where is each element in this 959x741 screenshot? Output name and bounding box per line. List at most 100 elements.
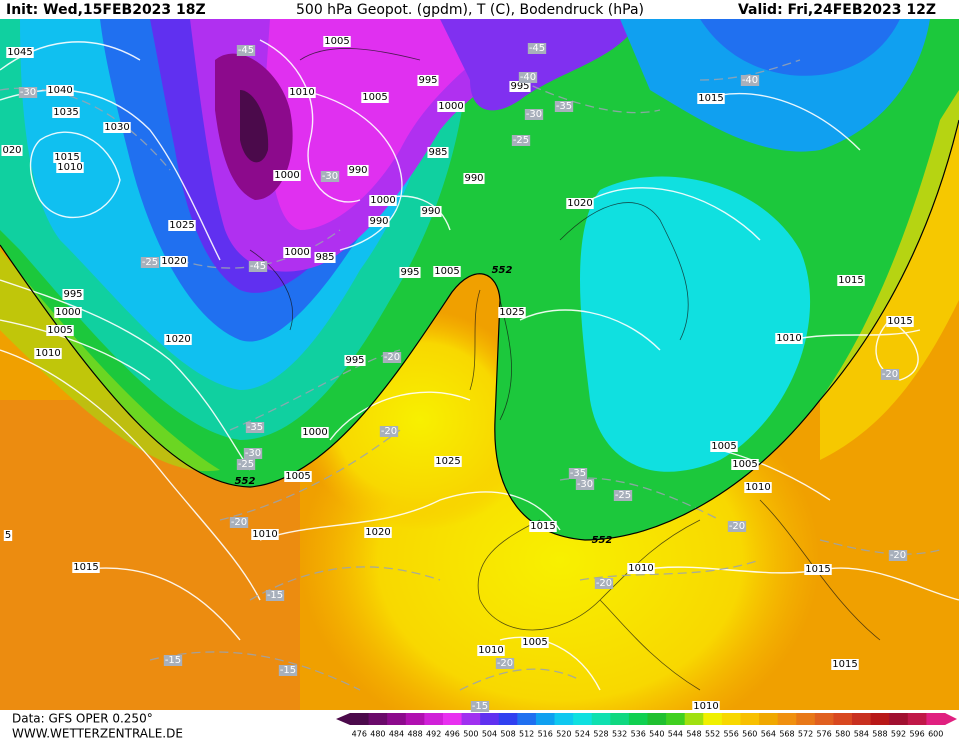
temperature-label-box [236,45,256,56]
pressure-label-box [837,275,865,286]
pressure-label-box [427,147,449,158]
temperature-label: -30 [20,87,36,98]
colorbar-tick-label: 552 [705,730,720,739]
pressure-label: 1005 [285,471,310,482]
pressure-label-box [731,459,759,470]
temperature-label-box [243,448,263,459]
colorbar-tick-label: 480 [370,730,385,739]
pressure-label: 020 [2,145,21,156]
colorbar-cell [405,713,425,725]
temperature-label: -35 [556,101,572,112]
pressure-label: 1025 [169,220,194,231]
pressure-label-box [344,355,366,366]
temperature-label-box [245,422,265,433]
pressure-label-box [46,325,74,336]
map-title: 500 hPa Geopot. (gpdm), T (C), Bodendruc… [296,2,644,18]
temperature-label-box [568,468,588,479]
colorbar-tick-label: 500 [463,730,478,739]
pressure-label: 1005 [47,325,72,336]
pressure-label-box [314,252,336,263]
temperature-label-box [524,109,544,120]
pressure-label: 1005 [732,459,757,470]
pressure-label: 5 [5,530,11,541]
temperature-label-box [511,135,531,146]
colorbar-cell [535,713,556,725]
temperature-label: -35 [247,422,263,433]
colorbar-cell [889,713,909,725]
colorbar-tick-label: 516 [538,730,553,739]
colorbar-cell [666,713,686,725]
temperature-label: -30 [526,109,542,120]
pressure-label-box [498,307,526,318]
colorbar-tick-label: 512 [519,730,534,739]
pressure-label: 1015 [698,93,723,104]
temperature-label: -35 [570,468,586,479]
temperature-label: -20 [882,369,898,380]
temperature-label-box [740,75,760,86]
pressure-label: 990 [348,165,367,176]
pressure-label-box [831,659,859,670]
temperature-label-box [727,521,747,532]
temperature-label: -25 [513,135,529,146]
temperature-label: -20 [596,578,612,589]
pressure-label: 1035 [53,107,78,118]
colorbar-tick-label: 600 [928,730,943,739]
pressure-label-box [62,289,84,300]
pressure-label: 1010 [289,87,314,98]
pressure-label-box [744,482,772,493]
temperature-label-box [278,665,298,676]
header-bar [0,0,959,19]
cold-field [700,19,900,76]
colorbar-tick-label: 588 [872,730,887,739]
pressure-label: 1005 [434,266,459,277]
temperature-label-box [140,257,160,268]
pressure-label: 1025 [435,456,460,467]
temperature-label: -20 [497,658,513,669]
pressure-label-box [886,316,914,327]
pressure-label-box [477,645,505,656]
pressure-label: 1005 [362,92,387,103]
pressure-label-box [692,701,720,712]
pressure-label-box [251,529,279,540]
pressure-label: 1045 [7,47,32,58]
pressure-label: 995 [63,289,82,300]
pressure-label: 990 [421,206,440,217]
pressure-label-box [301,427,329,438]
pressure-label-box [420,206,442,217]
colorbar-cell [777,713,797,725]
temperature-label: -15 [267,590,283,601]
isotherm [0,59,941,691]
pressure-label: 1000 [370,195,395,206]
colorbar-tick-label: 592 [891,730,906,739]
colorbar-tick-label: 492 [426,730,441,739]
pressure-label: 1010 [478,645,503,656]
pressure-label: 1015 [832,659,857,670]
colorbar-cell [517,713,537,725]
pressure-label-box [627,563,655,574]
pressure-label: 990 [369,216,388,227]
pressure-label-box [566,198,594,209]
colorbar-cell [740,713,760,725]
temperature-label: -15 [280,665,296,676]
pressure-label: 1010 [35,348,60,359]
colorbar-cell [759,713,779,725]
pressure-label-box [697,93,725,104]
temperature-label-box [236,459,256,470]
pressure-label-box [1,145,23,156]
colorbar-cell [368,713,388,725]
temperature-label: -25 [615,490,631,501]
colorbar-cell [814,713,834,725]
pressure-label-box [347,165,369,176]
init-time: Init: Wed,15FEB2023 18Z [6,2,206,18]
pressure-label-box [54,307,82,318]
colorbar-cell [591,713,611,725]
temperature-label: -45 [238,45,254,56]
colorbar-cell [852,713,872,725]
pressure-label-box [52,107,80,118]
pressure-label: 1005 [522,637,547,648]
map-labels: 1045104010351030020101510101025102099510… [1,36,914,712]
pressure-label-box [103,122,131,133]
colorbar-tick-label: 476 [352,730,367,739]
temperature-label: -45 [529,43,545,54]
cold-core [240,90,269,163]
